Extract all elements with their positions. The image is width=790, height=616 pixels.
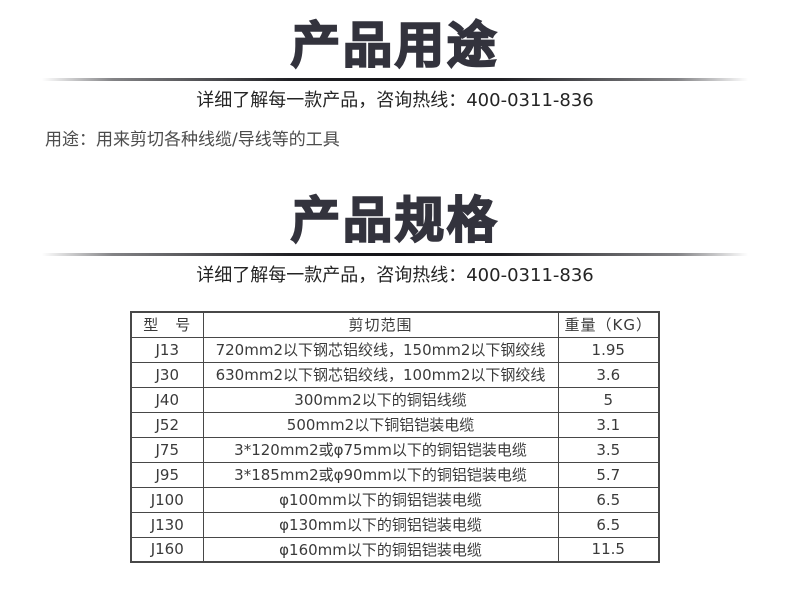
spec-section-title: 产品规格 <box>290 192 499 249</box>
model-cell: J95 <box>130 461 204 488</box>
weight-cell: 3.6 <box>557 361 660 388</box>
divider-line <box>42 78 748 81</box>
table-row: J30 630mm2以下钢芯铝绞线，100mm2以下钢绞线 3.6 <box>130 361 660 388</box>
range-cell: 500mm2以下铜铝铠装电缆 <box>202 411 559 438</box>
range-cell: 630mm2以下钢芯铝绞线，100mm2以下钢绞线 <box>202 361 559 388</box>
model-cell: J52 <box>130 411 204 438</box>
table-row: J130 φ130mm以下的铜铝铠装电缆 6.5 <box>130 511 660 538</box>
divider-line <box>42 253 748 256</box>
range-cell: 720mm2以下钢芯铝绞线，150mm2以下钢绞线 <box>202 336 559 363</box>
usage-hotline-text: 详细了解每一款产品，咨询热线：400-0311-836 <box>196 90 594 111</box>
usage-note-text: 用途：用来剪切各种线缆/导线等的工具 <box>45 130 340 150</box>
model-cell: J130 <box>130 511 204 538</box>
table-header-row: 型 号 剪切范围 重量（KG） <box>130 311 660 338</box>
spec-table: 型 号 剪切范围 重量（KG） J13 720mm2以下钢芯铝绞线，150mm2… <box>130 311 660 563</box>
table-row: J95 3*185mm2或φ90mm以下的铜铝铠装电缆 5.7 <box>130 461 660 488</box>
range-cell: 300mm2以下的铜铝线缆 <box>202 386 559 413</box>
table-row: J160 φ160mm以下的铜铝铠装电缆 11.5 <box>130 536 660 563</box>
weight-cell: 3.5 <box>557 436 660 463</box>
usage-section: 产品用途 详细了解每一款产品，咨询热线：400-0311-836 用途：用来剪切… <box>0 17 790 151</box>
weight-cell: 1.95 <box>557 336 660 363</box>
range-cell: φ160mm以下的铜铝铠装电缆 <box>202 536 559 563</box>
weight-cell: 11.5 <box>557 536 660 563</box>
table-row: J13 720mm2以下钢芯铝绞线，150mm2以下钢绞线 1.95 <box>130 336 660 363</box>
range-cell: φ130mm以下的铜铝铠装电缆 <box>202 511 559 538</box>
weight-cell: 3.1 <box>557 411 660 438</box>
table-row: J52 500mm2以下铜铝铠装电缆 3.1 <box>130 411 660 438</box>
weight-cell: 5.7 <box>557 461 660 488</box>
model-cell: J100 <box>130 486 204 513</box>
weight-cell: 5 <box>557 386 660 413</box>
range-cell: 3*120mm2或φ75mm以下的铜铝铠装电缆 <box>202 436 559 463</box>
table-row: J75 3*120mm2或φ75mm以下的铜铝铠装电缆 3.5 <box>130 436 660 463</box>
table-row: J100 φ100mm以下的铜铝铠装电缆 6.5 <box>130 486 660 513</box>
range-cell: 3*185mm2或φ90mm以下的铜铝铠装电缆 <box>202 461 559 488</box>
header-range: 剪切范围 <box>202 311 559 338</box>
model-cell: J160 <box>130 536 204 563</box>
model-cell: J40 <box>130 386 204 413</box>
weight-cell: 6.5 <box>557 486 660 513</box>
model-cell: J75 <box>130 436 204 463</box>
range-cell: φ100mm以下的铜铝铠装电缆 <box>202 486 559 513</box>
spec-hotline-text: 详细了解每一款产品，咨询热线：400-0311-836 <box>196 265 594 286</box>
header-model: 型 号 <box>130 311 204 338</box>
spec-section: 产品规格 详细了解每一款产品，咨询热线：400-0311-836 型 号 剪切范… <box>0 192 790 563</box>
usage-section-title: 产品用途 <box>290 17 499 74</box>
model-cell: J30 <box>130 361 204 388</box>
weight-cell: 6.5 <box>557 511 660 538</box>
table-row: J40 300mm2以下的铜铝线缆 5 <box>130 386 660 413</box>
model-cell: J13 <box>130 336 204 363</box>
header-weight: 重量（KG） <box>557 311 660 338</box>
